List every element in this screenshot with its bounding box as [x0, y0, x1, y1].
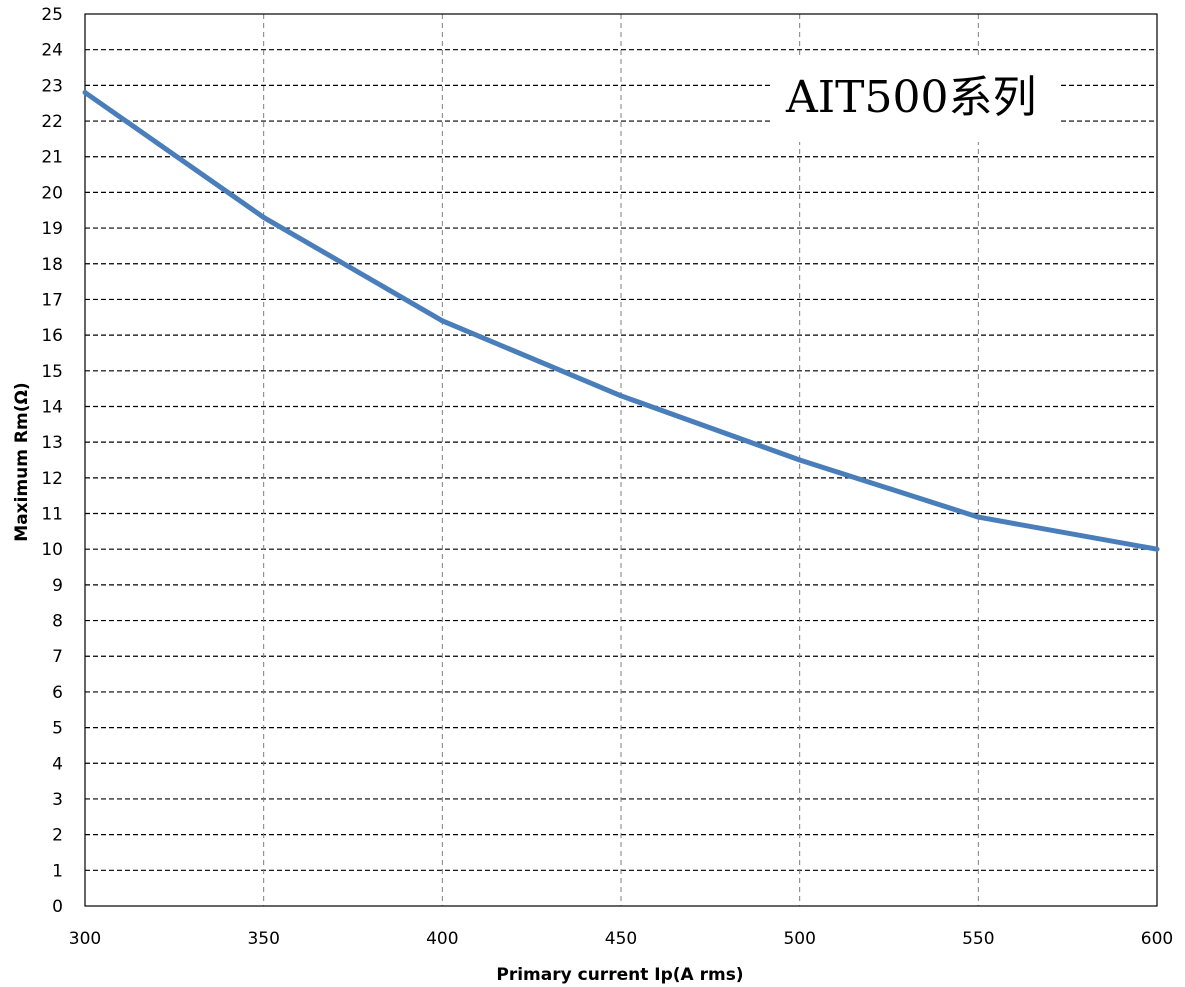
y-tick-label: 20 [41, 183, 63, 203]
y-tick-label: 25 [41, 5, 63, 25]
x-tick-label: 600 [1141, 929, 1173, 949]
data-point [261, 214, 267, 220]
y-tick-label: 21 [41, 148, 63, 168]
x-tick-label: 500 [783, 929, 815, 949]
data-point [1154, 546, 1160, 552]
y-tick-label: 6 [52, 683, 63, 703]
data-point [82, 90, 88, 95]
y-tick-label: 3 [52, 790, 63, 810]
chart-title: AIT500系列 [785, 72, 1037, 123]
y-tick-label: 12 [41, 469, 63, 489]
y-tick-label: 13 [41, 433, 63, 453]
data-point [975, 514, 981, 520]
chart-title-background [770, 58, 1060, 142]
plot-area-border [84, 13, 1158, 907]
data-point [797, 457, 803, 463]
y-tick-label: 14 [41, 397, 63, 417]
y-tick-label: 15 [41, 362, 63, 382]
grid-lines [85, 14, 1157, 906]
y-tick-label: 9 [52, 576, 63, 596]
y-tick-label: 22 [41, 112, 63, 132]
y-tick-label: 19 [41, 219, 63, 239]
y-tick-label: 5 [52, 719, 63, 739]
y-tick-label: 0 [52, 897, 63, 917]
tick-labels: 0123456789101112131415161718192021222324… [41, 5, 1173, 949]
y-axis-title: Maximum Rm(Ω) [12, 382, 32, 541]
y-tick-label: 8 [52, 612, 63, 632]
y-tick-label: 17 [41, 290, 63, 310]
x-tick-label: 300 [69, 929, 101, 949]
data-point [618, 393, 624, 399]
x-tick-label: 450 [605, 929, 637, 949]
y-tick-label: 23 [41, 76, 63, 96]
x-tick-label: 550 [962, 929, 994, 949]
y-tick-label: 10 [41, 540, 63, 560]
y-tick-label: 1 [52, 861, 63, 881]
y-tick-label: 4 [52, 754, 63, 774]
y-tick-label: 24 [41, 41, 63, 61]
data-point [439, 318, 445, 324]
x-axis-title: Primary current Ip(A rms) [496, 965, 743, 985]
y-tick-label: 11 [41, 505, 63, 525]
y-tick-label: 2 [52, 826, 63, 846]
x-tick-label: 350 [247, 929, 279, 949]
x-tick-label: 400 [426, 929, 458, 949]
series-layer [82, 90, 1160, 552]
title-area: AIT500系列 [770, 58, 1060, 142]
y-tick-label: 16 [41, 326, 63, 346]
y-tick-label: 18 [41, 255, 63, 275]
y-tick-label: 7 [52, 647, 63, 667]
